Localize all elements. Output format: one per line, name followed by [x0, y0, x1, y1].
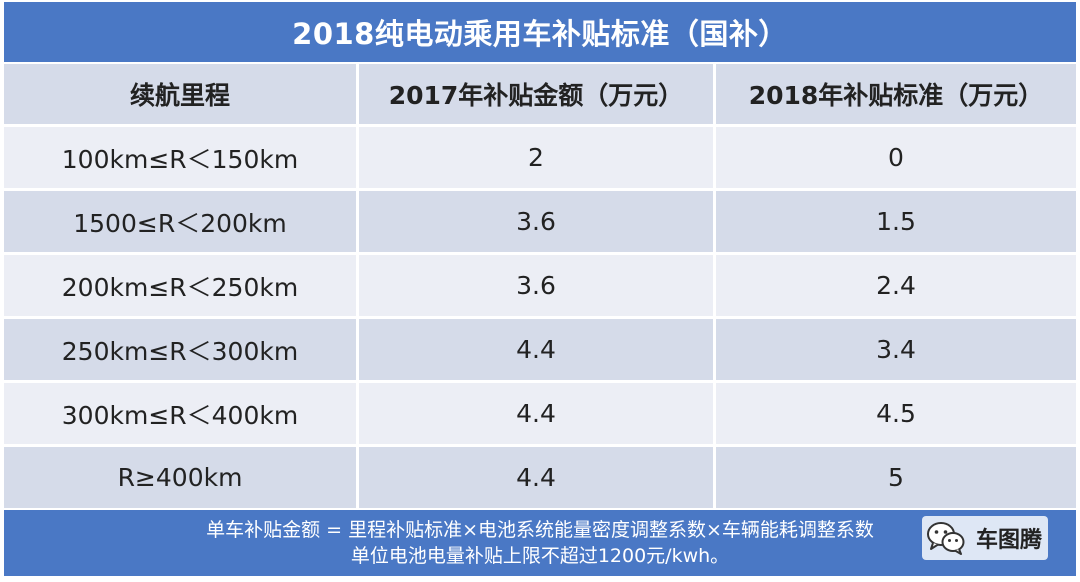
wechat-icon: [926, 522, 965, 555]
cell-range: 200km≤R＜250km: [4, 255, 359, 319]
table-row: 100km≤R＜150km 2 0: [4, 127, 1076, 191]
watermark: 车图腾: [921, 516, 1048, 560]
cell-range: R≥400km: [4, 447, 359, 511]
cell-range: 1500≤R＜200km: [4, 191, 359, 255]
header-2017-amount: 2017年补贴金额（万元）: [359, 64, 716, 127]
formula-line: 单车补贴金额 = 里程补贴标准×电池系统能量密度调整系数×车辆能耗调整系数: [206, 519, 874, 541]
cell-range: 300km≤R＜400km: [4, 383, 359, 447]
cell-range: 100km≤R＜150km: [4, 127, 359, 191]
table-row: 300km≤R＜400km 4.4 4.5: [4, 383, 1076, 447]
subsidy-table: 续航里程 2017年补贴金额（万元） 2018年补贴标准（万元） 100km≤R…: [4, 64, 1076, 511]
watermark-name: 车图腾: [975, 528, 1042, 553]
cell-2017: 4.4: [359, 383, 716, 447]
cell-2018: 4.5: [716, 383, 1076, 447]
cell-2017: 4.4: [359, 319, 716, 383]
cell-2017: 3.6: [359, 191, 716, 255]
formula-footer: 单车补贴金额 = 里程补贴标准×电池系统能量密度调整系数×车辆能耗调整系数 单位…: [4, 510, 1076, 576]
table-row: 250km≤R＜300km 4.4 3.4: [4, 319, 1076, 383]
cell-2017: 2: [359, 127, 716, 191]
cell-2018: 2.4: [716, 255, 1076, 319]
cell-2017: 4.4: [359, 447, 716, 511]
header-range: 续航里程: [4, 64, 359, 127]
header-row: 续航里程 2017年补贴金额（万元） 2018年补贴标准（万元）: [4, 64, 1076, 127]
cap-line: 单位电池电量补贴上限不超过1200元/kwh。: [350, 545, 730, 567]
table-row: 200km≤R＜250km 3.6 2.4: [4, 255, 1076, 319]
table-row: 1500≤R＜200km 3.6 1.5: [4, 191, 1076, 255]
cell-2018: 1.5: [716, 191, 1076, 255]
cell-2018: 0: [716, 127, 1076, 191]
cell-range: 250km≤R＜300km: [4, 319, 359, 383]
table-title: 2018纯电动乘用车补贴标准（国补）: [4, 2, 1076, 62]
table-row: R≥400km 4.4 5: [4, 447, 1076, 511]
cell-2018: 3.4: [716, 319, 1076, 383]
header-2018-standard: 2018年补贴标准（万元）: [716, 64, 1076, 127]
cell-2017: 3.6: [359, 255, 716, 319]
cell-2018: 5: [716, 447, 1076, 511]
